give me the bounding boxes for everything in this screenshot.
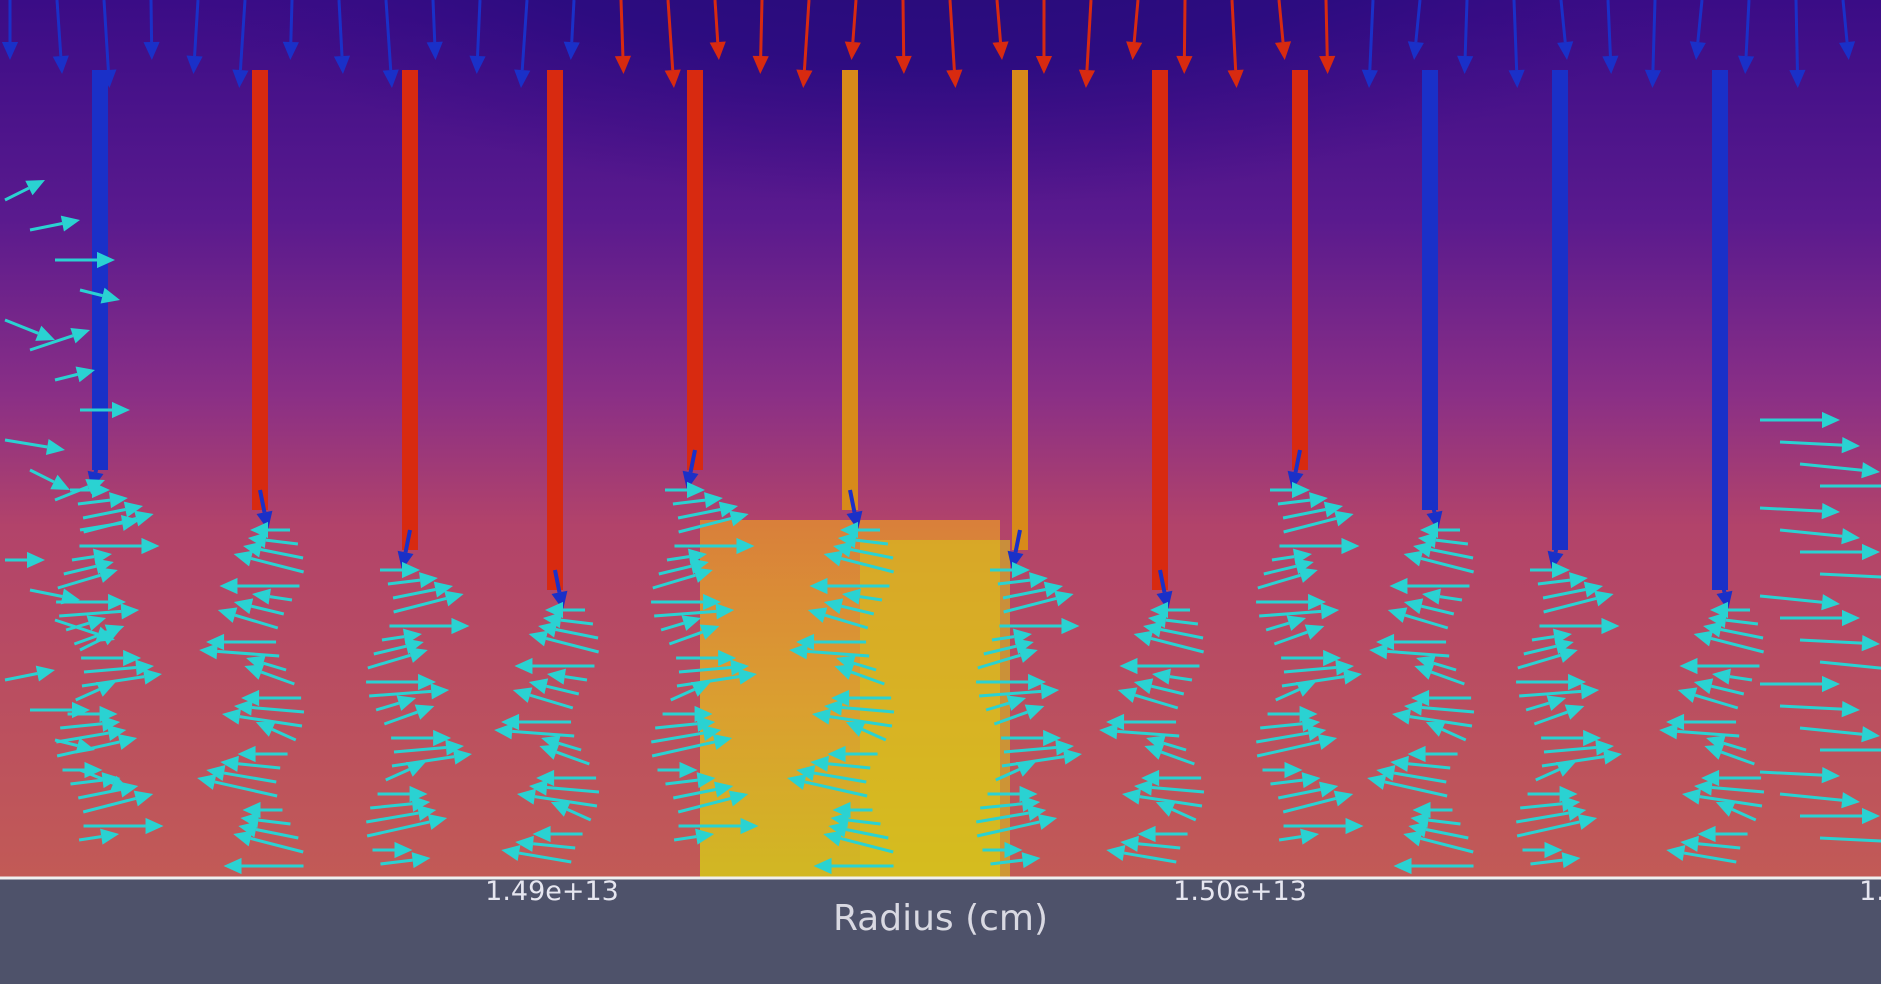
streamer-column [1292, 70, 1308, 470]
x-tick-label-3: 1. [1859, 876, 1881, 907]
streamer-column [252, 70, 268, 510]
vector-arrow-shaft [1326, 0, 1327, 56]
x-tick-label-2: 1.50e+13 [1173, 876, 1307, 907]
streamer-column [1152, 70, 1168, 590]
streamer-column [687, 70, 703, 470]
streamer-column [842, 70, 858, 510]
vector-arrow-shaft [433, 0, 435, 42]
x-tick-label-1: 1.49e+13 [485, 876, 619, 907]
streamer-column [547, 70, 563, 590]
streamer-column [1422, 70, 1438, 510]
streamer-column [1552, 70, 1568, 550]
vector-arrow-shaft [1184, 0, 1185, 56]
streamer-column [402, 70, 418, 550]
streamer-column [1712, 70, 1728, 590]
vector-arrow-shaft [1796, 0, 1797, 70]
vector-arrow-shaft [291, 0, 292, 42]
vector-arrow-shaft [903, 0, 904, 56]
vector-arrow-shaft [1465, 0, 1467, 56]
vector-arrow-shaft [151, 0, 152, 42]
streamer-column [1012, 70, 1028, 550]
x-axis-title: Radius (cm) [833, 898, 1048, 939]
vector-arrow-shaft [621, 0, 623, 56]
vector-arrow-shaft [761, 0, 762, 56]
vector-arrow-shaft [1653, 0, 1655, 70]
